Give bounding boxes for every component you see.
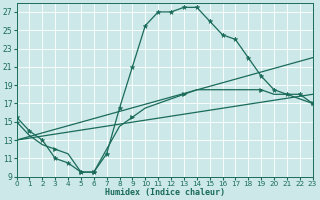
X-axis label: Humidex (Indice chaleur): Humidex (Indice chaleur) [105, 188, 225, 197]
